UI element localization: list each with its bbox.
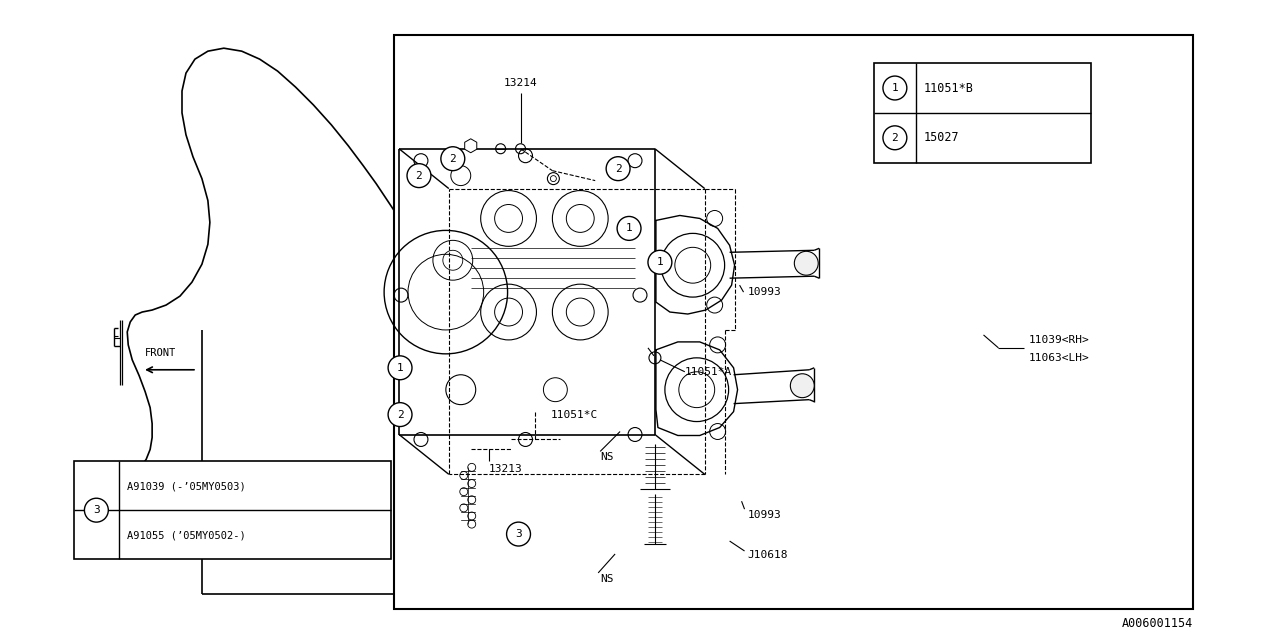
Text: 10993: 10993	[748, 510, 781, 520]
Text: 10993: 10993	[748, 287, 781, 297]
Text: 1: 1	[891, 83, 899, 93]
Text: 15027: 15027	[924, 131, 960, 144]
Text: 1: 1	[626, 223, 632, 234]
Circle shape	[440, 147, 465, 171]
Text: 1: 1	[657, 257, 663, 268]
Text: 2: 2	[449, 154, 456, 164]
Text: 2: 2	[891, 132, 899, 143]
Text: NS: NS	[600, 452, 613, 463]
Text: NS: NS	[600, 574, 613, 584]
Text: 2: 2	[397, 410, 403, 420]
Circle shape	[617, 216, 641, 241]
Circle shape	[84, 498, 109, 522]
Text: A006001154: A006001154	[1121, 617, 1193, 630]
Text: 1: 1	[397, 363, 403, 372]
Circle shape	[790, 374, 814, 397]
Text: 3: 3	[93, 505, 100, 515]
Bar	[394, 35, 1193, 609]
Circle shape	[883, 126, 906, 150]
Bar	[874, 63, 1091, 163]
Circle shape	[648, 250, 672, 274]
Text: 11039<RH>: 11039<RH>	[1028, 335, 1089, 345]
Circle shape	[388, 356, 412, 380]
Circle shape	[388, 403, 412, 426]
Circle shape	[507, 522, 530, 546]
Text: 2: 2	[416, 171, 422, 180]
Circle shape	[795, 252, 818, 275]
Bar	[74, 461, 392, 559]
Text: J10618: J10618	[748, 550, 788, 560]
Text: 13213: 13213	[489, 465, 522, 474]
Text: 2: 2	[614, 164, 622, 173]
Circle shape	[883, 76, 906, 100]
Text: FRONT: FRONT	[145, 348, 177, 358]
Circle shape	[407, 164, 431, 188]
Text: 11051*C: 11051*C	[550, 410, 598, 420]
Text: 11063<LH>: 11063<LH>	[1028, 353, 1089, 363]
Text: A91039 (-’05MY0503): A91039 (-’05MY0503)	[127, 481, 246, 492]
Circle shape	[607, 157, 630, 180]
Text: 3: 3	[515, 529, 522, 539]
Text: A91055 (’05MY0502-): A91055 (’05MY0502-)	[127, 530, 246, 540]
Text: 11051*A: 11051*A	[685, 367, 732, 377]
Text: 11051*B: 11051*B	[924, 81, 974, 95]
Text: 13214: 13214	[503, 78, 538, 88]
